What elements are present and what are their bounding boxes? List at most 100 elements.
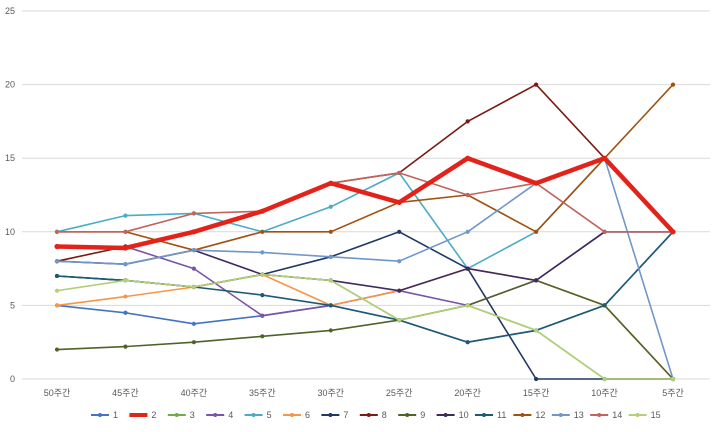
y-tick-label: 25 bbox=[5, 6, 15, 16]
data-point bbox=[465, 192, 470, 198]
legend-marker bbox=[635, 413, 640, 417]
legend-marker bbox=[174, 413, 179, 417]
legend-marker bbox=[405, 413, 410, 417]
legend-label: 7 bbox=[343, 410, 348, 420]
y-tick-label: 10 bbox=[5, 227, 15, 237]
data-point bbox=[396, 199, 402, 205]
data-point bbox=[397, 288, 402, 293]
x-tick-label: 15주간 bbox=[523, 388, 550, 398]
data-point bbox=[123, 229, 128, 234]
series-15 bbox=[54, 272, 676, 382]
legend-label: 10 bbox=[459, 410, 469, 420]
legend-marker bbox=[482, 413, 486, 417]
data-point bbox=[191, 284, 196, 290]
legend-label: 2 bbox=[151, 410, 156, 420]
series-line-3 bbox=[56, 273, 673, 380]
legend-marker bbox=[366, 413, 371, 417]
series-line-8 bbox=[56, 83, 674, 262]
x-tick-label: 45주간 bbox=[112, 388, 139, 398]
legend-item-9: 9 bbox=[398, 410, 425, 420]
data-point bbox=[191, 229, 197, 235]
series-line-14 bbox=[57, 172, 673, 233]
legend-item-12: 12 bbox=[513, 410, 545, 420]
legend-label: 14 bbox=[612, 410, 622, 420]
legend-marker bbox=[558, 413, 563, 417]
data-point bbox=[123, 310, 128, 315]
data-point bbox=[534, 82, 539, 87]
data-point bbox=[123, 344, 128, 349]
data-point bbox=[54, 243, 60, 250]
data-point bbox=[465, 119, 470, 124]
data-point bbox=[54, 229, 60, 234]
legend-item-14: 14 bbox=[590, 410, 622, 420]
data-point bbox=[123, 213, 128, 218]
legend-item-1: 1 bbox=[91, 410, 118, 420]
series-line-5 bbox=[56, 157, 674, 270]
data-point bbox=[191, 211, 196, 216]
data-point bbox=[191, 340, 196, 345]
data-point bbox=[602, 303, 607, 308]
legend-item-7: 7 bbox=[321, 410, 348, 420]
legend-item-5: 5 bbox=[244, 410, 272, 420]
data-point bbox=[260, 229, 265, 234]
data-point bbox=[54, 303, 60, 308]
data-point bbox=[54, 288, 60, 293]
data-point bbox=[123, 278, 128, 283]
legend-marker bbox=[98, 413, 102, 417]
legend-marker bbox=[597, 413, 602, 417]
legend-item-15: 15 bbox=[628, 410, 661, 420]
x-tick-label: 35주간 bbox=[249, 388, 276, 398]
data-point bbox=[328, 278, 333, 283]
y-tick-label: 20 bbox=[5, 80, 15, 90]
series-2 bbox=[54, 155, 676, 251]
data-point bbox=[670, 376, 676, 382]
data-point bbox=[534, 278, 539, 283]
data-point bbox=[260, 250, 265, 255]
data-point bbox=[602, 229, 607, 234]
series-line-2 bbox=[56, 155, 675, 251]
x-tick-label: 40주간 bbox=[181, 388, 208, 398]
data-point bbox=[601, 155, 608, 161]
legend-item-6: 6 bbox=[283, 410, 310, 420]
legend-label: 4 bbox=[228, 410, 233, 420]
data-point bbox=[465, 266, 470, 271]
data-point bbox=[397, 170, 402, 176]
data-point bbox=[328, 328, 333, 333]
x-tick-label: 50주간 bbox=[44, 388, 71, 398]
legend: 1 2 3 4 5 6 7 8 9 10 11 12 13 14 15 bbox=[91, 410, 661, 420]
data-point bbox=[534, 376, 539, 382]
data-point bbox=[533, 180, 539, 186]
x-axis-ticks: 50주간 45주간 40주간 35주간 30주간 25주간 20주간 15주간 10주간 5주간 bbox=[44, 388, 684, 398]
x-tick-label: 5주간 bbox=[662, 388, 684, 398]
data-point bbox=[54, 347, 60, 352]
legend-marker bbox=[520, 413, 525, 417]
legend-label: 15 bbox=[651, 410, 661, 420]
data-point bbox=[259, 208, 265, 214]
legend-label: 5 bbox=[267, 410, 272, 420]
data-point bbox=[328, 180, 334, 186]
data-point bbox=[397, 318, 402, 323]
data-point bbox=[328, 204, 333, 209]
data-point bbox=[397, 259, 402, 264]
x-tick-label: 20주간 bbox=[454, 388, 481, 398]
y-axis-ticks: 0 5 10 15 20 25 bbox=[5, 6, 15, 384]
data-point bbox=[54, 259, 60, 264]
legend-marker bbox=[136, 413, 141, 417]
legend-item-13: 13 bbox=[551, 410, 584, 420]
data-point bbox=[602, 376, 607, 382]
data-point bbox=[260, 313, 265, 318]
legend-item-3: 3 bbox=[167, 410, 195, 420]
series-line-15 bbox=[56, 273, 673, 380]
data-point bbox=[123, 294, 128, 299]
data-point bbox=[670, 82, 676, 87]
y-tick-label: 5 bbox=[10, 300, 15, 310]
series-8 bbox=[54, 82, 676, 264]
series-line-9 bbox=[56, 279, 674, 380]
series-14 bbox=[54, 170, 676, 234]
legend-label: 1 bbox=[113, 410, 118, 420]
data-point bbox=[328, 303, 333, 308]
legend-label: 11 bbox=[497, 410, 506, 420]
data-point bbox=[397, 229, 402, 234]
legend-item-10: 10 bbox=[436, 410, 469, 420]
x-tick-label: 25주간 bbox=[386, 388, 413, 398]
